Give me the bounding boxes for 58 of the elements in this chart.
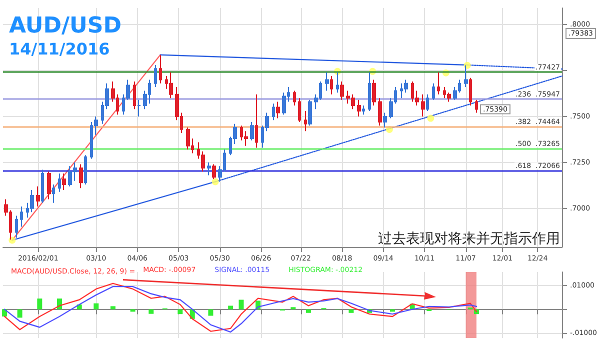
bar	[110, 306, 116, 310]
candlestick	[137, 99, 141, 117]
bar	[306, 309, 311, 313]
bar	[208, 309, 214, 316]
candlestick	[357, 99, 361, 117]
bar	[37, 298, 42, 310]
candlestick	[186, 127, 190, 150]
candlestick	[426, 94, 429, 112]
candlestick	[378, 98, 382, 126]
candlestick	[330, 76, 333, 95]
candlestick	[15, 215, 18, 238]
candlestick	[250, 121, 254, 141]
candlestick	[437, 72, 440, 95]
candlestick	[368, 72, 371, 112]
candlestick	[41, 169, 44, 204]
candlestick	[272, 103, 275, 121]
point	[464, 62, 471, 69]
candlestick	[469, 77, 472, 106]
candlestick	[308, 99, 312, 126]
candlestick	[293, 90, 296, 106]
bar	[238, 300, 244, 310]
bar	[178, 309, 183, 314]
candlestick	[304, 110, 307, 132]
point	[212, 178, 219, 186]
candlestick	[276, 101, 280, 119]
candlestick	[383, 112, 387, 128]
candlestick	[47, 171, 51, 200]
candlestick	[62, 172, 66, 191]
candlestick	[475, 99, 478, 114]
bar	[17, 309, 22, 318]
candlestick	[432, 82, 435, 100]
candlestick	[421, 94, 425, 117]
candlestick	[255, 94, 258, 148]
candlestick	[298, 98, 301, 122]
bar	[228, 306, 234, 310]
chart-title: AUD/USD	[9, 14, 122, 38]
bar	[148, 309, 154, 314]
candlestick	[372, 79, 376, 106]
candlestick	[362, 104, 365, 116]
candlestick	[154, 64, 157, 88]
candlestick	[79, 164, 83, 189]
candlestick	[340, 81, 344, 100]
candlestick	[20, 206, 23, 228]
candlestick	[325, 72, 329, 92]
candlestick	[207, 162, 211, 176]
bar	[348, 309, 354, 313]
candlestick	[133, 81, 136, 110]
candlestick	[52, 184, 55, 204]
text: 14/11/2016	[9, 40, 110, 58]
candlestick	[36, 186, 40, 208]
candlestick	[336, 72, 339, 94]
candlestick	[159, 54, 162, 84]
bar	[94, 303, 99, 310]
point	[427, 114, 434, 122]
point	[8, 236, 16, 244]
candlestick	[84, 154, 87, 185]
candlestick	[169, 72, 173, 99]
candlestick	[58, 172, 61, 192]
